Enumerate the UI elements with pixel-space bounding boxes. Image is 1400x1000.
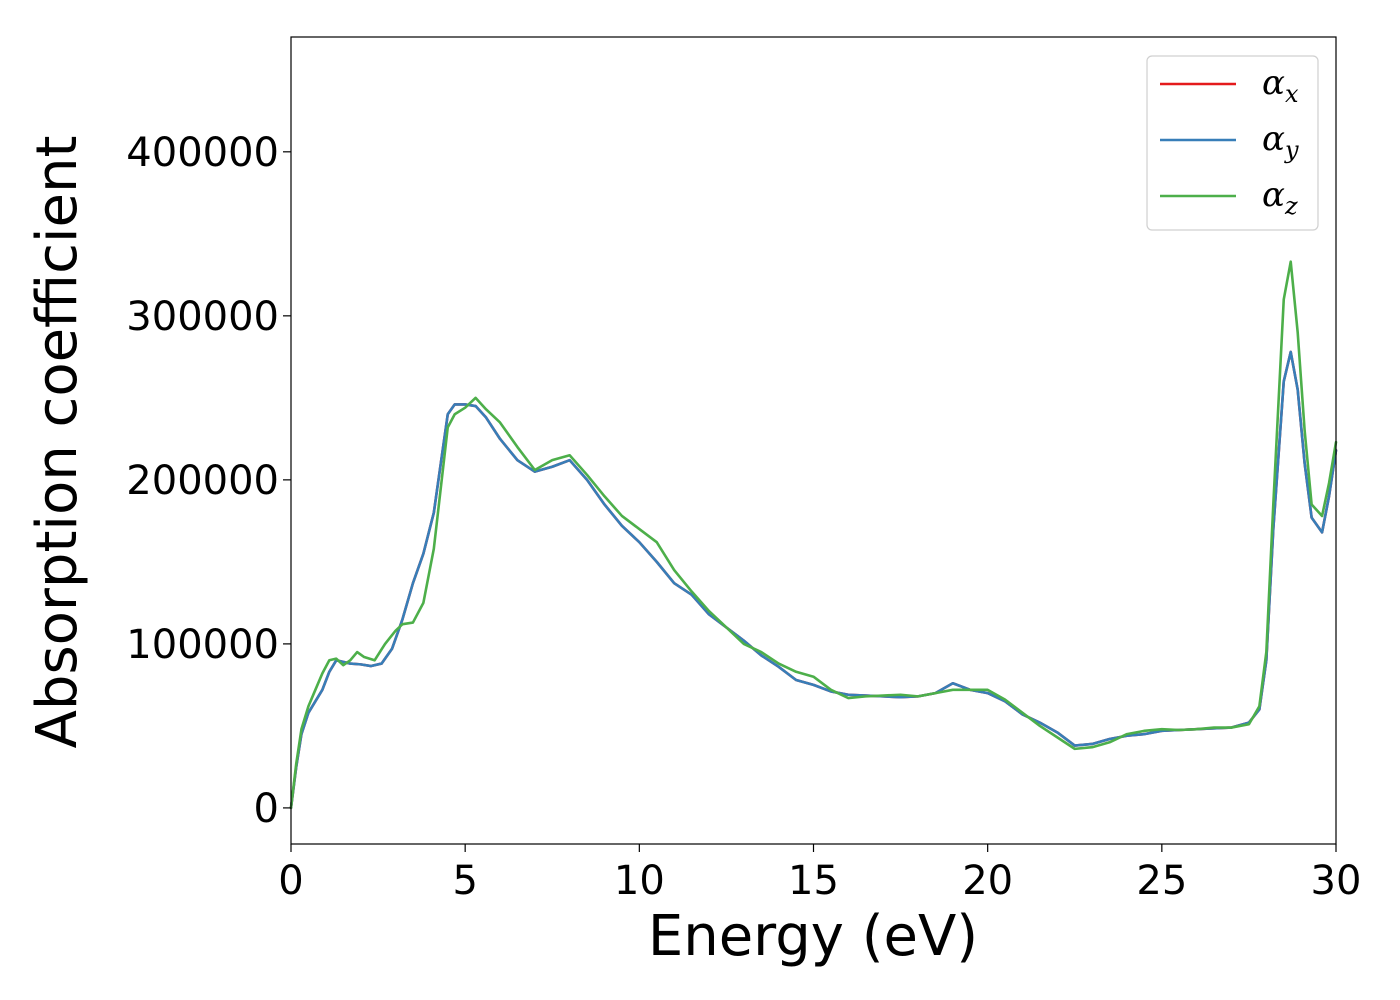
x-axis-label: Energy (eV) [648, 904, 978, 969]
x-tick-label: 15 [788, 858, 839, 904]
y-tick-label: 200000 [126, 458, 279, 504]
x-tick-label: 20 [962, 858, 1013, 904]
legend-box [1146, 55, 1319, 231]
x-tick-label: 25 [1136, 858, 1187, 904]
y-tick-label: 100000 [126, 622, 279, 668]
y-axis-label: Absorption coefficient [25, 136, 90, 749]
y-tick-label: 0 [254, 786, 279, 832]
legend-label-x: αx [1262, 63, 1299, 108]
x-tick-label: 5 [452, 858, 477, 904]
y-axis-ticks: 0 100000 200000 300000 400000 [126, 130, 291, 832]
x-tick-label: 30 [1311, 858, 1362, 904]
legend-subscript: z [1284, 192, 1298, 220]
x-tick-label: 0 [278, 858, 303, 904]
y-tick-label: 300000 [126, 294, 279, 340]
legend-subscript: y [1284, 136, 1299, 164]
x-axis-ticks: 0 5 10 15 20 25 30 [278, 844, 1361, 904]
x-tick-label: 10 [614, 858, 665, 904]
series-layer [289, 260, 1338, 810]
y-tick-label: 400000 [126, 130, 279, 176]
series-line-z [289, 260, 1338, 810]
legend-subscript: x [1285, 80, 1299, 108]
legend-label-y: αy [1262, 119, 1299, 164]
